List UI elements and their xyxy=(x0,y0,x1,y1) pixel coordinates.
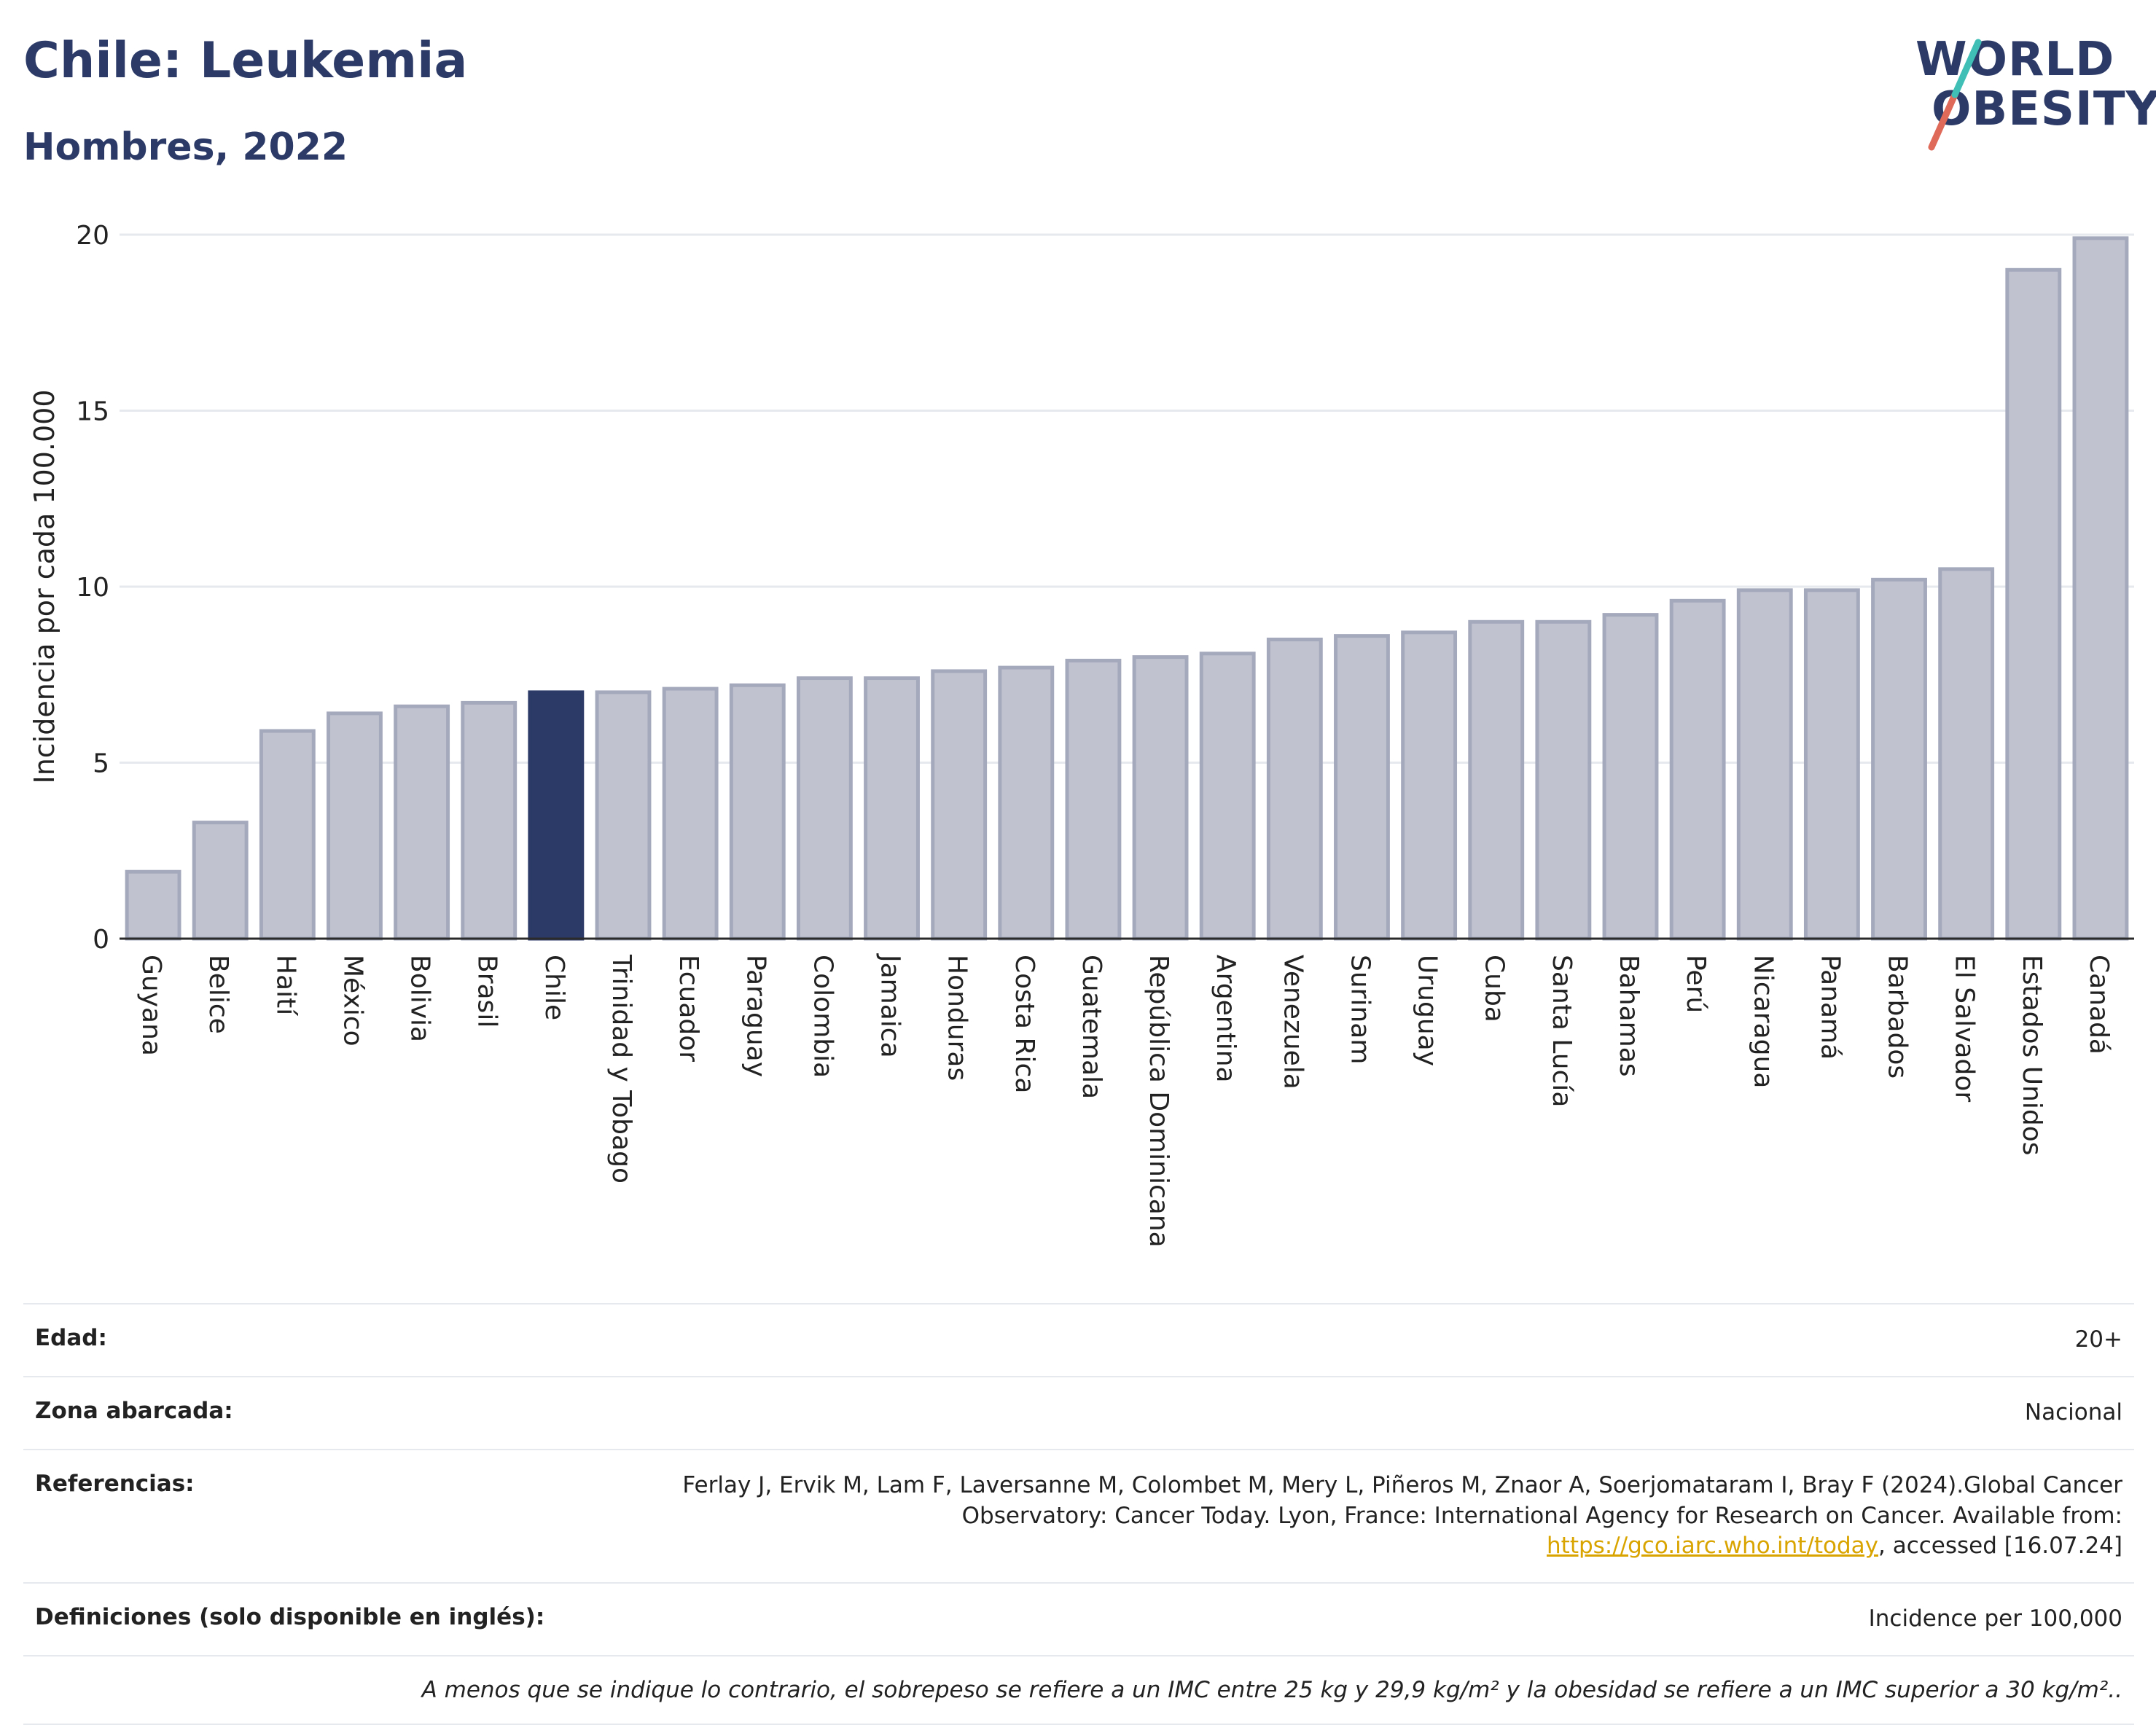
bar xyxy=(1803,588,1860,941)
bar xyxy=(864,676,920,941)
x-tick-label: Honduras xyxy=(942,955,972,1081)
x-tick-label: Chile xyxy=(539,955,569,1020)
zone-label: Zona abarcada: xyxy=(35,1397,233,1424)
references-text: Ferlay J, Ervik M, Lam F, Laversanne M, … xyxy=(682,1471,2122,1529)
bar xyxy=(1736,588,1793,941)
x-tick-label: Bolivia xyxy=(405,955,435,1042)
x-tick-label: Jamaica xyxy=(875,953,905,1058)
x-tick-label: Nicaragua xyxy=(1748,955,1778,1088)
y-axis-label: Incidencia por cada 100.000 xyxy=(28,389,60,783)
x-tick-label: México xyxy=(337,955,367,1047)
grid-lines xyxy=(120,233,2134,764)
x-tick-label: Guyana xyxy=(136,955,166,1056)
bar xyxy=(2072,236,2129,941)
bar xyxy=(1132,655,1189,941)
bar xyxy=(729,683,786,941)
x-tick-label: Cuba xyxy=(1480,955,1509,1022)
x-tick-label: El Salvador xyxy=(1950,955,1980,1102)
x-tick-label: Canadá xyxy=(2084,955,2114,1055)
x-tick-label: Ecuador xyxy=(673,955,703,1062)
x-tick-label: Belice xyxy=(203,955,233,1034)
bar xyxy=(931,669,988,941)
info-row-definitions: Definiciones (solo disponible en inglés)… xyxy=(23,1582,2134,1655)
info-row-zone: Zona abarcada: Nacional xyxy=(23,1375,2134,1449)
x-tick-label: Uruguay xyxy=(1413,955,1442,1066)
bar xyxy=(796,676,853,941)
bar xyxy=(125,869,181,941)
definitions-label: Definiciones (solo disponible en inglés)… xyxy=(35,1604,545,1631)
x-tick-label: Surinam xyxy=(1345,955,1375,1064)
zone-value: Nacional xyxy=(2024,1399,2122,1425)
age-value: 20+ xyxy=(2074,1326,2122,1353)
x-tick-label: Venezuela xyxy=(1278,955,1308,1090)
bar xyxy=(1266,637,1323,941)
bar xyxy=(1535,619,1592,941)
bar xyxy=(2005,267,2062,941)
bar xyxy=(1334,634,1390,941)
info-row-note: A menos que se indique lo contrario, el … xyxy=(23,1655,2134,1725)
bar xyxy=(1199,652,1256,941)
y-tick-label: 0 xyxy=(93,925,109,955)
logo-text-world: WORLD xyxy=(1915,33,2115,87)
bar xyxy=(1938,567,1995,941)
bar xyxy=(1468,619,1525,941)
bar xyxy=(998,665,1055,941)
x-tick-label: República Dominicana xyxy=(1144,955,1173,1248)
references-accessed: , accessed [16.07.24] xyxy=(1878,1533,2122,1560)
x-tick-label: Brasil xyxy=(472,955,502,1028)
x-tick-label: Guatemala xyxy=(1077,955,1106,1099)
axes: 0 5 10 15 20 Guyana Belice Haití México Bolivia Br… xyxy=(28,221,2134,1248)
bar xyxy=(528,690,585,941)
x-tick-label: Perú xyxy=(1681,955,1711,1013)
bar xyxy=(595,690,652,941)
x-tick-label: Paraguay xyxy=(741,955,770,1077)
references-value: Ferlay J, Ervik M, Lam F, Laversanne M, … xyxy=(628,1471,2122,1562)
bar xyxy=(259,729,316,941)
x-tick-label: Costa Rica xyxy=(1009,955,1039,1093)
logo-slash-icon xyxy=(1928,39,1982,151)
y-tick-label: 15 xyxy=(76,397,109,427)
bar xyxy=(1401,630,1458,941)
definitions-value: Incidence per 100,000 xyxy=(1868,1605,2122,1632)
references-link[interactable]: https://gco.iarc.who.int/today xyxy=(1547,1533,1878,1560)
bar xyxy=(461,700,517,941)
bars xyxy=(125,236,2129,941)
logo-text-obesity: OBESITY xyxy=(1932,82,2156,136)
x-tick-label: Santa Lucía xyxy=(1547,955,1577,1107)
x-tick-label: Trinidad y Tobago xyxy=(606,954,636,1184)
y-tick-label: 10 xyxy=(76,573,109,603)
x-tick-label: Panamá xyxy=(1815,955,1845,1060)
chart-title: Chile: Leukemia xyxy=(23,32,468,90)
x-tick-label: Estados Unidos xyxy=(2017,955,2047,1156)
x-tick-label: Argentina xyxy=(1211,955,1241,1083)
age-label: Edad: xyxy=(35,1325,107,1351)
bar xyxy=(1669,598,1726,941)
obesity-note: A menos que se indique lo contrario, el … xyxy=(421,1677,2122,1704)
bar xyxy=(1602,613,1659,941)
y-tick-label: 5 xyxy=(93,749,109,779)
bar xyxy=(1871,577,1927,941)
chart-subtitle: Hombres, 2022 xyxy=(23,125,348,169)
x-tick-label: Barbados xyxy=(1883,955,1913,1079)
bar xyxy=(1065,658,1122,941)
bar-chart: 0 5 10 15 20 Guyana Belice Haití México Bolivia Br… xyxy=(28,221,2134,1248)
references-label: Referencias: xyxy=(35,1470,195,1497)
info-table: Edad: 20+ Zona abarcada: Nacional Refere… xyxy=(23,1303,2134,1725)
world-obesity-logo: WORLD OBESITY xyxy=(1902,22,2156,153)
bar xyxy=(192,821,249,941)
bar xyxy=(662,687,719,941)
x-tick-label: Haití xyxy=(270,955,300,1016)
info-row-age: Edad: 20+ xyxy=(23,1303,2134,1376)
info-row-references: Referencias: Ferlay J, Ervik M, Lam F, L… xyxy=(23,1448,2134,1583)
y-tick-label: 20 xyxy=(76,221,109,251)
x-tick-label: Colombia xyxy=(808,955,837,1078)
x-tick-label: Bahamas xyxy=(1614,955,1644,1077)
bar xyxy=(394,704,450,941)
bar xyxy=(327,711,383,941)
